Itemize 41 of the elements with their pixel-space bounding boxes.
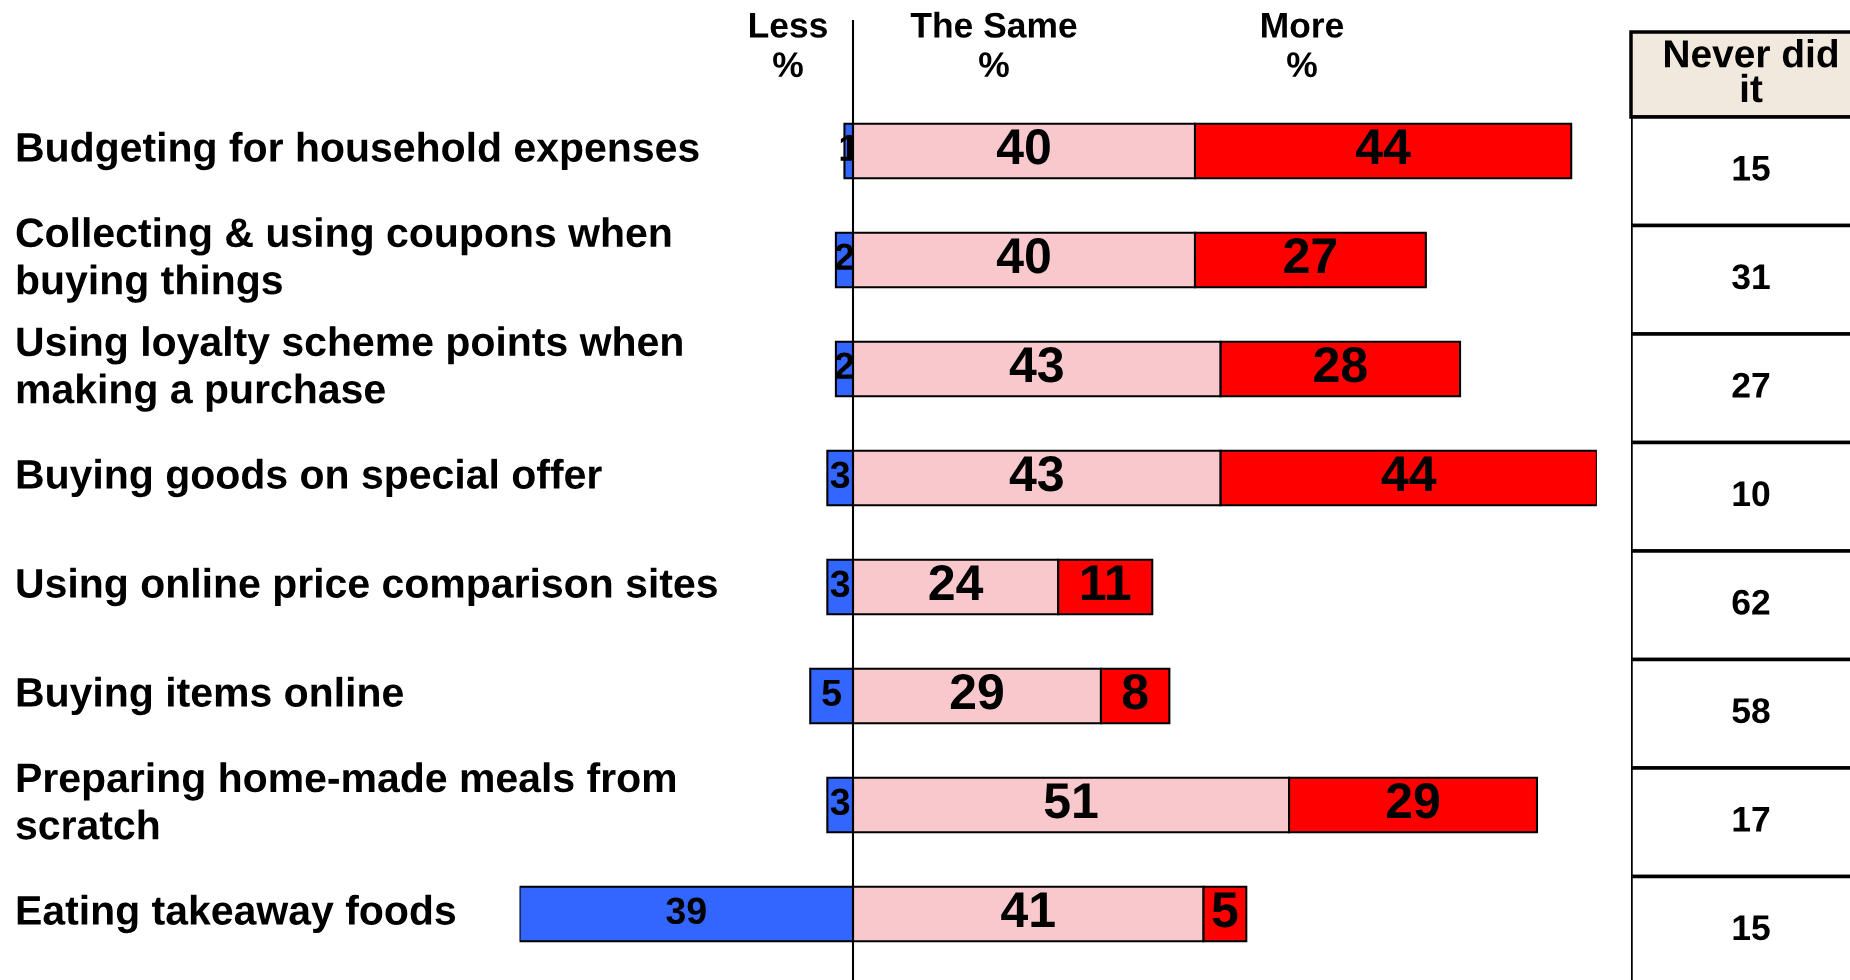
data-label: 58	[1732, 698, 1770, 724]
data-label: 10	[1733, 481, 1770, 507]
data-label: 51	[1044, 783, 1098, 819]
data-label: 3	[830, 570, 850, 598]
data-label: 28	[1314, 347, 1367, 383]
data-label: 24	[929, 565, 984, 600]
y-tick-label: Collecting & using coupons when buying things	[16, 217, 671, 303]
data-label: 3	[830, 788, 850, 816]
data-label: 3	[830, 461, 850, 489]
data-label: 11	[1081, 565, 1131, 600]
data-label: 27	[1284, 238, 1337, 273]
data-label: 43	[1009, 456, 1063, 492]
data-label: 17	[1733, 807, 1770, 832]
data-label: 43	[1009, 347, 1063, 383]
data-label: 62	[1732, 589, 1770, 615]
data-label: 15	[1733, 915, 1770, 941]
data-label: 5	[822, 679, 842, 707]
y-tick-label: Budgeting for household expenses	[17, 131, 699, 171]
series-label: The Same %	[910, 11, 1077, 78]
series-label: More %	[1262, 13, 1344, 78]
data-label: 8	[1122, 674, 1148, 710]
data-label: 39	[666, 897, 706, 925]
y-tick-label: Preparing home-made meals from scratch	[16, 762, 676, 840]
y-tick-label: Eating takeaway foods	[17, 894, 456, 934]
data-label: 40	[996, 129, 1050, 165]
series-label: Less %	[750, 13, 827, 78]
data-label: 41	[1001, 892, 1055, 927]
y-tick-label: Buying goods on special offer	[17, 458, 602, 498]
data-label: 27	[1732, 372, 1770, 398]
text: Never did it	[1664, 38, 1838, 103]
data-label: 44	[1381, 456, 1437, 491]
y-tick-label: Buying items online	[17, 676, 403, 716]
data-label: 40	[996, 238, 1050, 274]
y-tick-label: Using online price comparison sites	[17, 567, 717, 607]
data-label: 29	[950, 674, 1003, 710]
data-label: 29	[1386, 783, 1439, 819]
y-tick-label: Using loyalty scheme points when making a purchase	[17, 326, 682, 412]
data-label: 31	[1732, 264, 1770, 290]
data-label: 44	[1356, 129, 1411, 164]
data-label: 5	[1212, 892, 1238, 928]
data-label: 15	[1733, 156, 1770, 181]
